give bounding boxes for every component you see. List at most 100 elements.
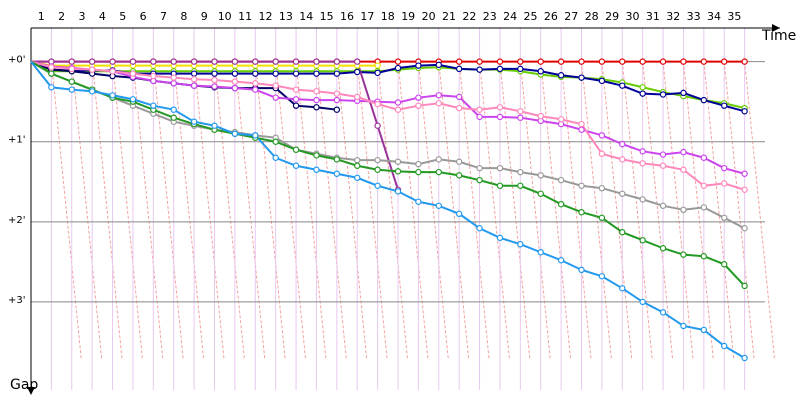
lap-point [354, 162, 361, 169]
lap-point [721, 180, 728, 187]
lap-point [496, 182, 504, 189]
lap-point [415, 198, 422, 205]
lap-point [700, 182, 708, 189]
lap-line [417, 61, 449, 361]
lap-line [112, 61, 144, 361]
lap-point [272, 94, 279, 101]
lap-point [394, 188, 402, 195]
y-tick-label: +3' [8, 295, 26, 306]
lap-point [231, 58, 239, 65]
y-tick-label: +2' [8, 215, 26, 226]
lap-point [48, 64, 55, 71]
lap-line [744, 61, 776, 361]
lap-point [700, 326, 708, 334]
lap-point [109, 92, 116, 99]
lap-point [150, 102, 157, 109]
lap-point [435, 168, 442, 176]
x-tick-label: 28 [585, 10, 599, 23]
lap-point [109, 68, 116, 75]
x-tick-label: 18 [381, 10, 395, 23]
lap-point [252, 80, 259, 87]
lap-line [621, 61, 653, 361]
lap-point [578, 74, 585, 81]
lap-point [455, 104, 463, 112]
lap-point [292, 146, 300, 153]
lap-point [211, 58, 218, 65]
lap-point [333, 106, 341, 113]
lap-line [377, 61, 409, 361]
lap-point [741, 282, 748, 290]
lap-point [598, 58, 606, 65]
lap-point [48, 84, 55, 91]
x-axis-label: Time [761, 28, 796, 44]
lap-point [680, 166, 687, 173]
lap-point [313, 88, 320, 95]
x-axis-arrow [772, 24, 780, 32]
lap-point [517, 114, 524, 121]
lap-line [540, 61, 572, 361]
lap-line [50, 61, 82, 361]
lap-point [639, 298, 646, 306]
lap-line [71, 61, 103, 361]
x-tick-label: 26 [544, 10, 558, 23]
lap-point [619, 229, 626, 236]
lap-point [537, 58, 544, 65]
lap-point [313, 152, 320, 159]
x-tick-label: 19 [401, 10, 415, 23]
x-tick-label: 3 [78, 10, 85, 23]
lap-point [190, 70, 198, 77]
lap-point [639, 90, 646, 97]
lap-point [598, 273, 606, 280]
lap-point [415, 160, 422, 168]
lap-point [455, 158, 463, 165]
x-tick-label: 17 [360, 10, 374, 23]
lap-point [231, 70, 239, 77]
lap-point [394, 64, 402, 72]
x-tick-label: 4 [99, 10, 106, 23]
lap-point [476, 225, 483, 232]
lap-point [496, 65, 504, 73]
lap-point [68, 78, 75, 85]
lap-point [700, 58, 708, 65]
lap-point [619, 285, 626, 292]
lap-point [639, 160, 646, 167]
lap-line [193, 61, 225, 361]
lap-point [659, 151, 667, 158]
lap-point [272, 138, 279, 145]
lap-point [292, 162, 300, 169]
lap-point [659, 245, 667, 252]
lap-point [313, 96, 320, 104]
x-tick-label: 9 [201, 10, 208, 23]
lap-point [190, 82, 198, 89]
lap-point [619, 58, 626, 65]
x-tick-label: 12 [258, 10, 272, 23]
lap-point [721, 164, 728, 172]
x-tick-label: 5 [119, 10, 126, 23]
x-tick-label: 6 [140, 10, 147, 23]
lap-point [374, 166, 381, 173]
lap-point [292, 102, 300, 109]
lap-point [374, 122, 381, 129]
x-tick-label: 14 [299, 10, 313, 23]
x-tick-label: 13 [279, 10, 293, 23]
series-line [30, 60, 745, 191]
lap-point [333, 58, 341, 65]
lap-point [741, 170, 748, 177]
lap-point [272, 70, 279, 77]
lap-point [619, 190, 626, 197]
lap-line [315, 61, 347, 361]
x-tick-label: 20 [422, 10, 436, 23]
lap-point [435, 156, 442, 163]
lap-point [415, 102, 422, 109]
lap-point [292, 86, 300, 93]
lap-point [721, 342, 728, 350]
lap-point [211, 122, 218, 129]
lap-point [517, 182, 524, 189]
lap-point [415, 168, 422, 176]
x-tick-label: 34 [707, 10, 721, 23]
lap-point [211, 76, 218, 84]
lap-point [700, 154, 708, 161]
lap-point [680, 58, 687, 65]
lap-line [519, 61, 551, 361]
lap-point [129, 70, 137, 77]
